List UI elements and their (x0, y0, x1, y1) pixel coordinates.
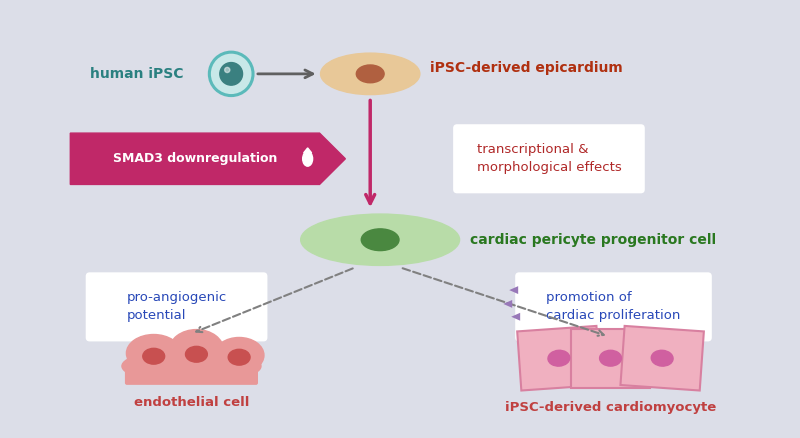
Ellipse shape (214, 337, 264, 373)
Circle shape (220, 63, 242, 85)
Text: SMAD3 downregulation: SMAD3 downregulation (113, 152, 277, 165)
Ellipse shape (301, 214, 459, 265)
Ellipse shape (169, 329, 224, 371)
Polygon shape (503, 300, 512, 308)
Polygon shape (517, 326, 601, 391)
FancyBboxPatch shape (453, 124, 645, 193)
Text: pro-angiogenic
potential: pro-angiogenic potential (126, 291, 226, 322)
Ellipse shape (356, 65, 384, 83)
Text: cardiac pericyte progenitor cell: cardiac pericyte progenitor cell (470, 233, 716, 247)
Polygon shape (571, 328, 650, 388)
Circle shape (225, 67, 230, 73)
Ellipse shape (228, 350, 250, 365)
Ellipse shape (302, 152, 313, 166)
Ellipse shape (600, 350, 622, 366)
Ellipse shape (651, 350, 673, 366)
Ellipse shape (142, 348, 165, 364)
Text: human iPSC: human iPSC (90, 67, 184, 81)
Polygon shape (510, 286, 518, 294)
FancyBboxPatch shape (125, 361, 258, 385)
Text: endothelial cell: endothelial cell (134, 396, 249, 409)
Text: iPSC-derived epicardium: iPSC-derived epicardium (430, 61, 622, 75)
Ellipse shape (362, 229, 399, 251)
Polygon shape (70, 133, 346, 184)
FancyBboxPatch shape (515, 272, 712, 342)
Polygon shape (511, 313, 520, 321)
Ellipse shape (126, 335, 181, 372)
Ellipse shape (321, 53, 420, 95)
Circle shape (210, 52, 253, 95)
Ellipse shape (122, 349, 261, 383)
Ellipse shape (548, 350, 570, 366)
Text: promotion of
cardiac proliferation: promotion of cardiac proliferation (546, 291, 681, 322)
Ellipse shape (186, 346, 207, 362)
Text: iPSC-derived cardiomyocyte: iPSC-derived cardiomyocyte (505, 401, 716, 414)
Polygon shape (621, 326, 704, 391)
Polygon shape (304, 148, 312, 153)
Text: transcriptional &
morphological effects: transcriptional & morphological effects (477, 143, 622, 174)
FancyBboxPatch shape (86, 272, 267, 342)
